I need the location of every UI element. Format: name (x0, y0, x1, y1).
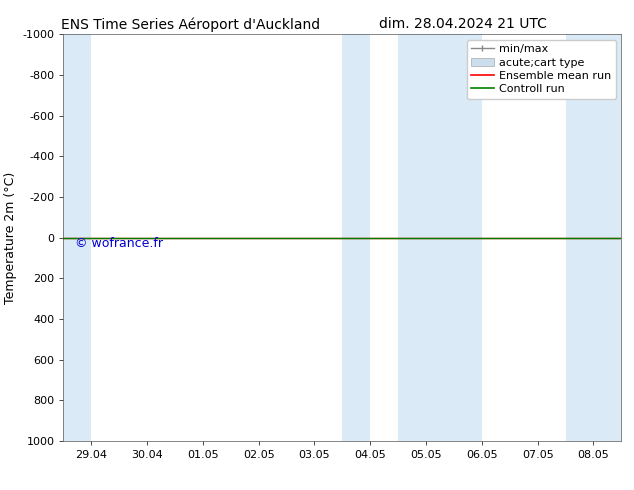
Bar (398, 34, 482, 441)
Text: © wofrance.fr: © wofrance.fr (75, 237, 162, 250)
Bar (342, 34, 370, 441)
Text: ENS Time Series Aéroport d'Auckland: ENS Time Series Aéroport d'Auckland (61, 17, 320, 32)
Bar (63, 34, 91, 441)
Bar (566, 34, 621, 441)
Y-axis label: Temperature 2m (°C): Temperature 2m (°C) (4, 172, 17, 304)
Text: dim. 28.04.2024 21 UTC: dim. 28.04.2024 21 UTC (379, 17, 547, 31)
Legend: min/max, acute;cart type, Ensemble mean run, Controll run: min/max, acute;cart type, Ensemble mean … (467, 40, 616, 99)
